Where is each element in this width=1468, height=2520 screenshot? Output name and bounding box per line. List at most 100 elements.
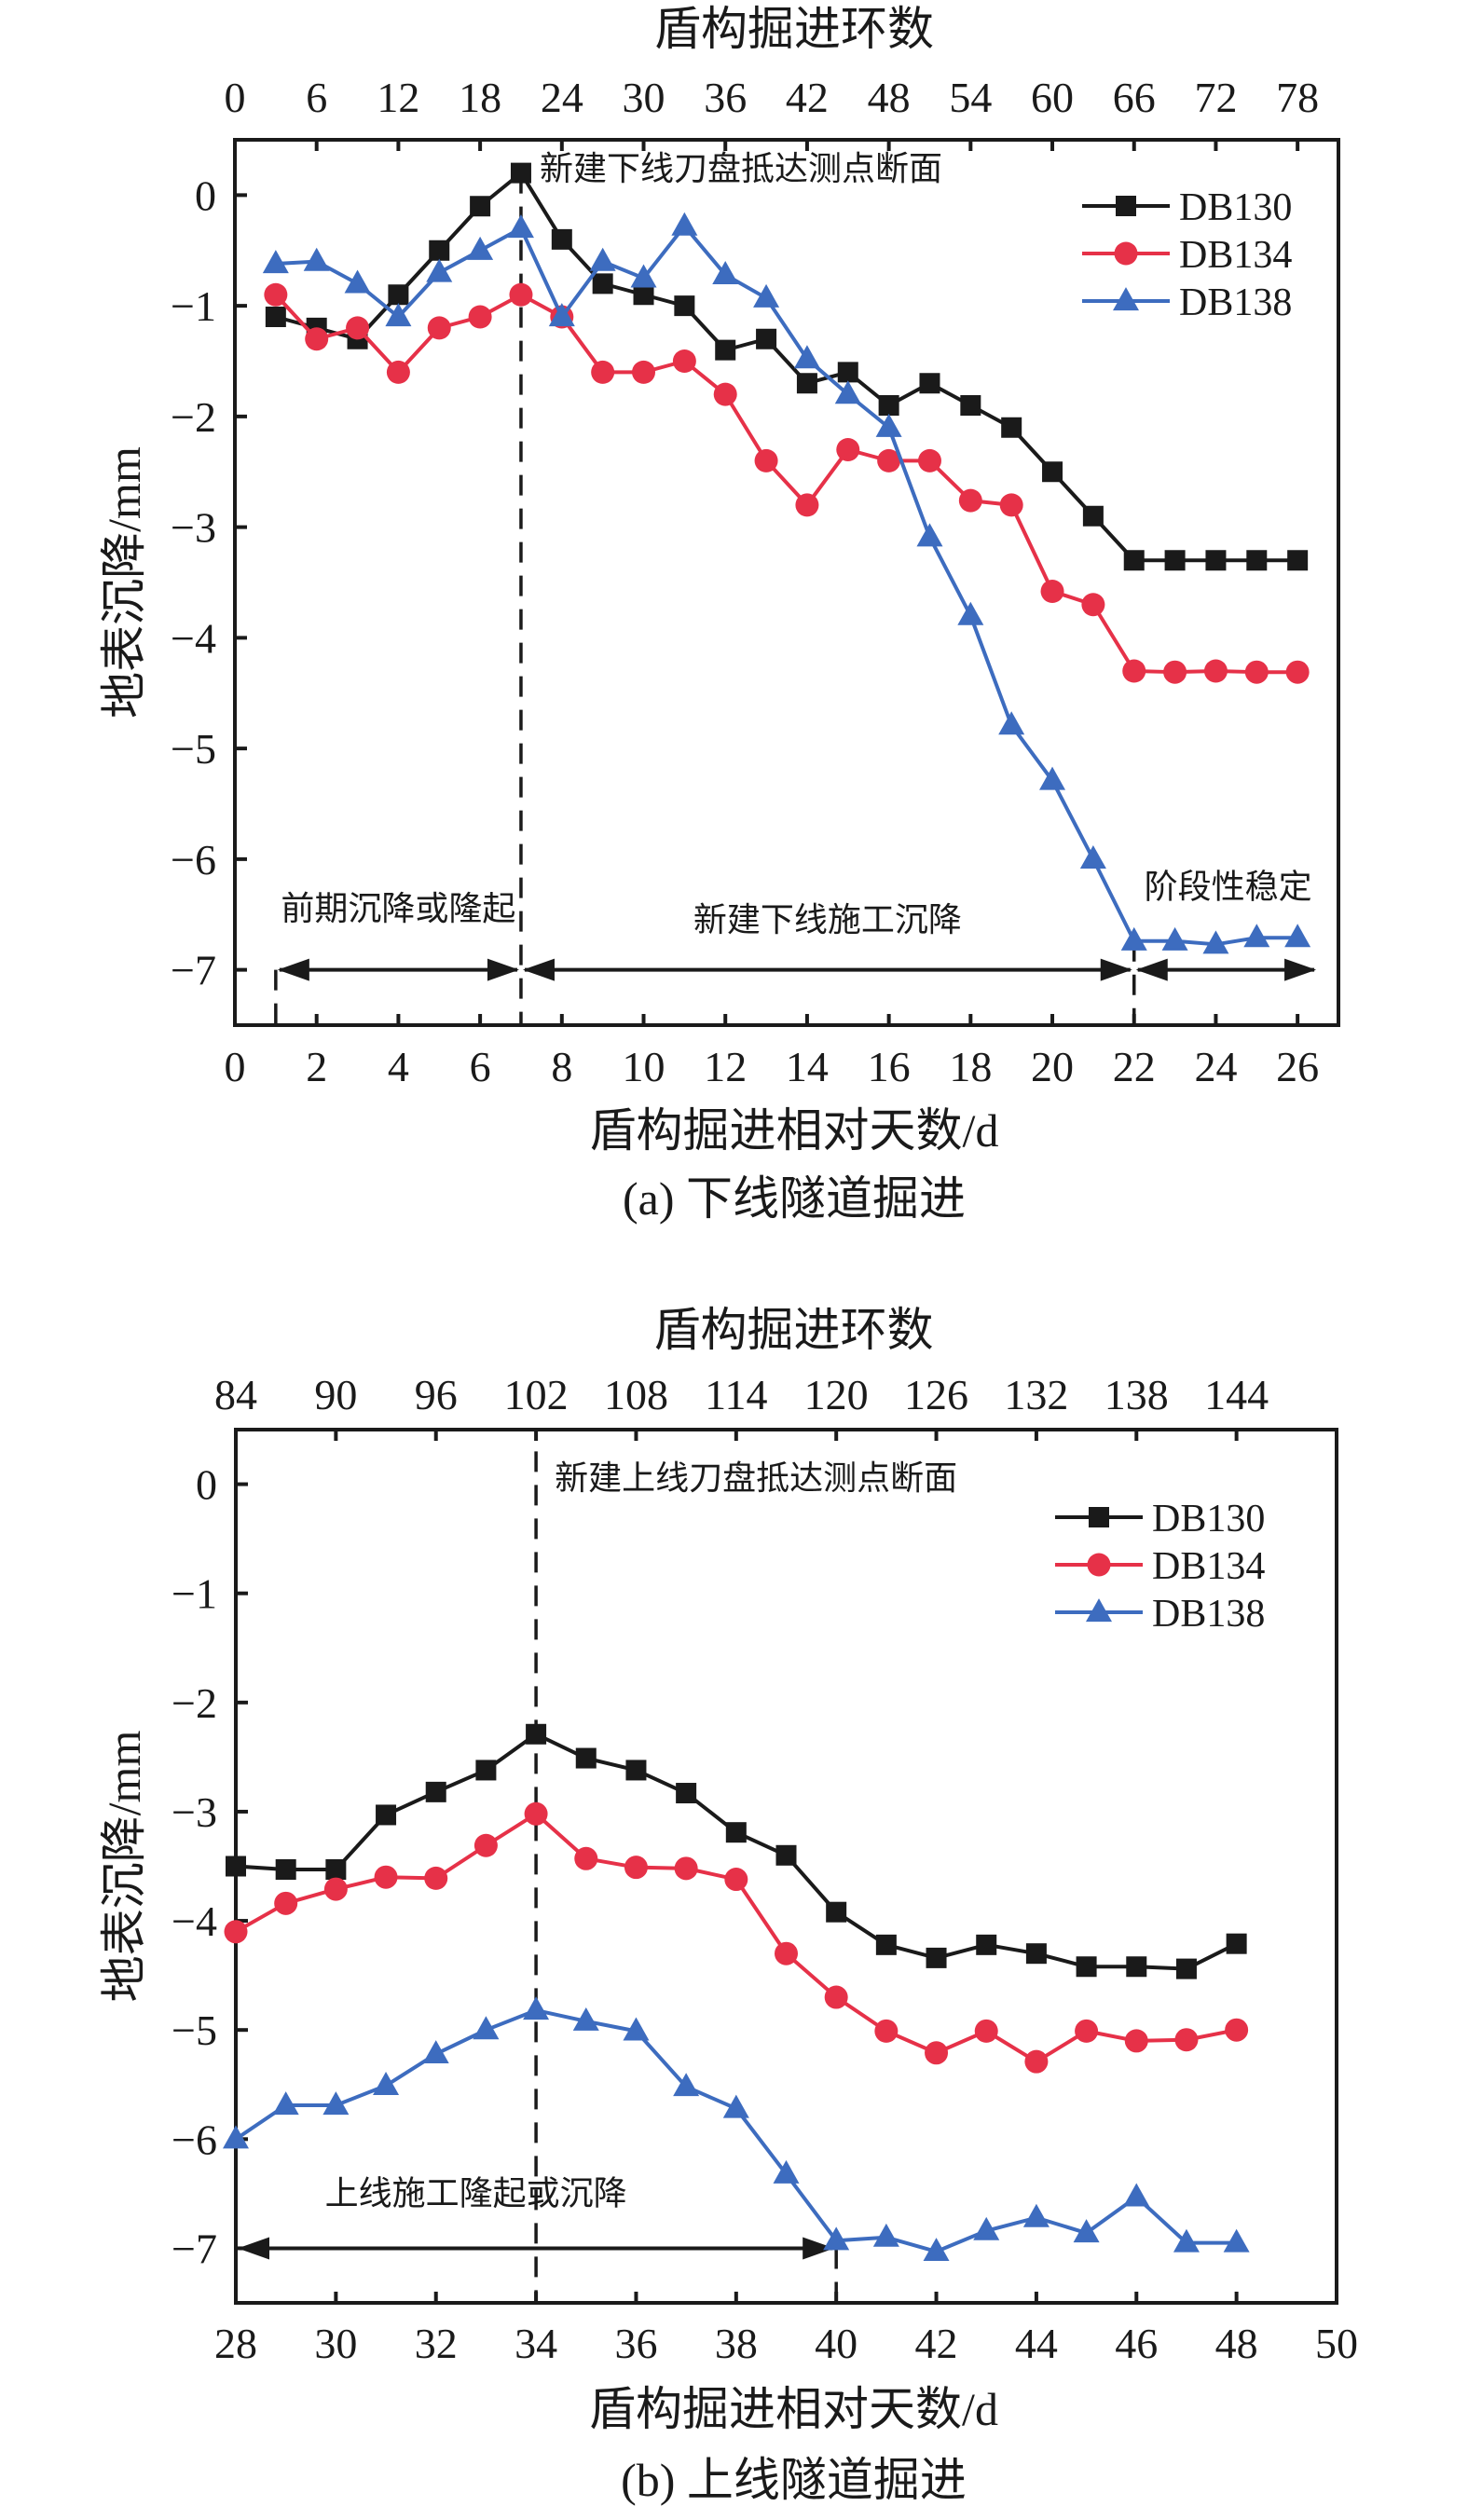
data-point xyxy=(917,448,941,472)
legend-marker xyxy=(1087,1553,1111,1577)
data-point xyxy=(374,1865,398,1889)
x-tick-label: 22 xyxy=(1113,1043,1156,1090)
data-point xyxy=(878,395,899,416)
reference-line-label: 新建上线刀盘抵达测点断面 xyxy=(555,1459,957,1497)
data-point xyxy=(1001,417,1022,438)
data-point xyxy=(548,303,575,327)
data-point xyxy=(467,236,494,260)
data-point xyxy=(1122,659,1146,683)
data-point xyxy=(344,269,371,294)
data-point xyxy=(1163,660,1187,684)
data-point xyxy=(262,250,289,274)
y-tick-label: −6 xyxy=(171,836,216,883)
legend-item: DB134 xyxy=(1055,1545,1265,1588)
data-point xyxy=(1285,660,1310,684)
data-point xyxy=(1205,550,1227,571)
chart-caption: (a) 下线隧道掘进 xyxy=(623,1172,966,1225)
data-point xyxy=(623,2017,650,2041)
x-tick-label: 36 xyxy=(614,2320,657,2367)
x-axis-title: 盾构掘进相对天数/d xyxy=(589,2383,998,2435)
top-x-tick-label: 114 xyxy=(705,1371,767,1418)
top-x-tick-label: 120 xyxy=(804,1371,869,1418)
y-axis-title: 地表沉降/mm xyxy=(98,446,150,719)
data-point xyxy=(837,362,858,383)
data-point xyxy=(1025,1943,1047,1965)
legend-label: DB134 xyxy=(1152,1545,1265,1588)
data-point xyxy=(1202,930,1229,954)
top-x-axis-title: 盾构掘进环数 xyxy=(654,1304,934,1356)
data-point xyxy=(264,282,288,307)
data-point xyxy=(976,1934,997,1955)
arrow-head-left xyxy=(1135,958,1168,981)
data-point xyxy=(796,373,817,394)
data-point xyxy=(591,360,615,384)
data-point xyxy=(872,2223,899,2247)
range-arrow-label: 新建下线施工沉降 xyxy=(693,901,962,938)
data-point xyxy=(875,1934,897,1955)
x-tick-label: 34 xyxy=(514,2320,557,2367)
data-point xyxy=(874,2019,899,2043)
data-point xyxy=(672,349,696,373)
data-point xyxy=(426,258,453,282)
data-point xyxy=(823,2226,850,2251)
x-tick-label: 4 xyxy=(388,1043,409,1090)
data-point xyxy=(836,438,860,461)
data-point xyxy=(1040,580,1064,603)
series-line xyxy=(274,293,1298,675)
y-tick-label: −7 xyxy=(171,2225,217,2272)
top-x-tick-label: 54 xyxy=(949,74,992,121)
data-point xyxy=(1174,2028,1199,2052)
data-point xyxy=(916,523,943,547)
series-db130 xyxy=(265,162,1309,571)
data-point xyxy=(753,283,780,308)
series-db138 xyxy=(262,212,1311,954)
legend-item: DB138 xyxy=(1055,1593,1265,1636)
x-tick-label: 46 xyxy=(1115,2320,1158,2367)
data-point xyxy=(386,360,410,384)
data-point xyxy=(1124,2029,1148,2053)
series-db138 xyxy=(223,1996,1250,2262)
y-tick-label: −6 xyxy=(171,2116,217,2163)
data-point xyxy=(630,264,657,288)
data-point xyxy=(1164,550,1186,571)
data-point xyxy=(824,1985,848,2009)
data-point xyxy=(1022,2203,1050,2227)
data-point xyxy=(275,1859,296,1881)
data-point xyxy=(223,2125,249,2149)
data-point xyxy=(1123,2183,1150,2207)
x-tick-label: 26 xyxy=(1276,1043,1319,1090)
data-point xyxy=(1284,924,1311,948)
x-tick-label: 14 xyxy=(786,1043,829,1090)
data-point xyxy=(1161,926,1188,951)
legend-label: DB138 xyxy=(1179,281,1292,324)
top-x-tick-label: 102 xyxy=(504,1371,569,1418)
data-point xyxy=(773,2159,800,2184)
data-point xyxy=(524,1801,548,1826)
data-point xyxy=(754,448,778,472)
legend-item: DB138 xyxy=(1082,281,1292,324)
legend-label: DB130 xyxy=(1152,1498,1265,1541)
data-point xyxy=(1123,550,1145,571)
data-point xyxy=(1081,593,1105,617)
y-tick-label: −1 xyxy=(171,1570,217,1618)
data-point xyxy=(676,1783,697,1804)
legend-marker xyxy=(1086,1598,1112,1623)
data-point xyxy=(875,413,902,437)
data-point xyxy=(226,1856,246,1877)
data-point xyxy=(475,1760,497,1781)
data-point xyxy=(756,328,777,349)
y-axis-title: 地表沉降/mm xyxy=(98,1731,150,2003)
y-tick-label: 0 xyxy=(195,171,216,219)
data-point xyxy=(388,284,409,306)
y-tick-label: −5 xyxy=(171,2006,217,2054)
legend-marker xyxy=(1113,287,1139,311)
data-point xyxy=(923,2238,950,2262)
data-point xyxy=(526,1723,547,1745)
y-tick-label: −4 xyxy=(171,614,216,662)
series-line xyxy=(234,2008,1237,2253)
data-point xyxy=(1203,659,1228,683)
top-x-tick-label: 48 xyxy=(868,74,911,121)
data-point xyxy=(775,1844,797,1866)
top-x-tick-label: 78 xyxy=(1276,74,1319,121)
data-point xyxy=(592,273,613,294)
